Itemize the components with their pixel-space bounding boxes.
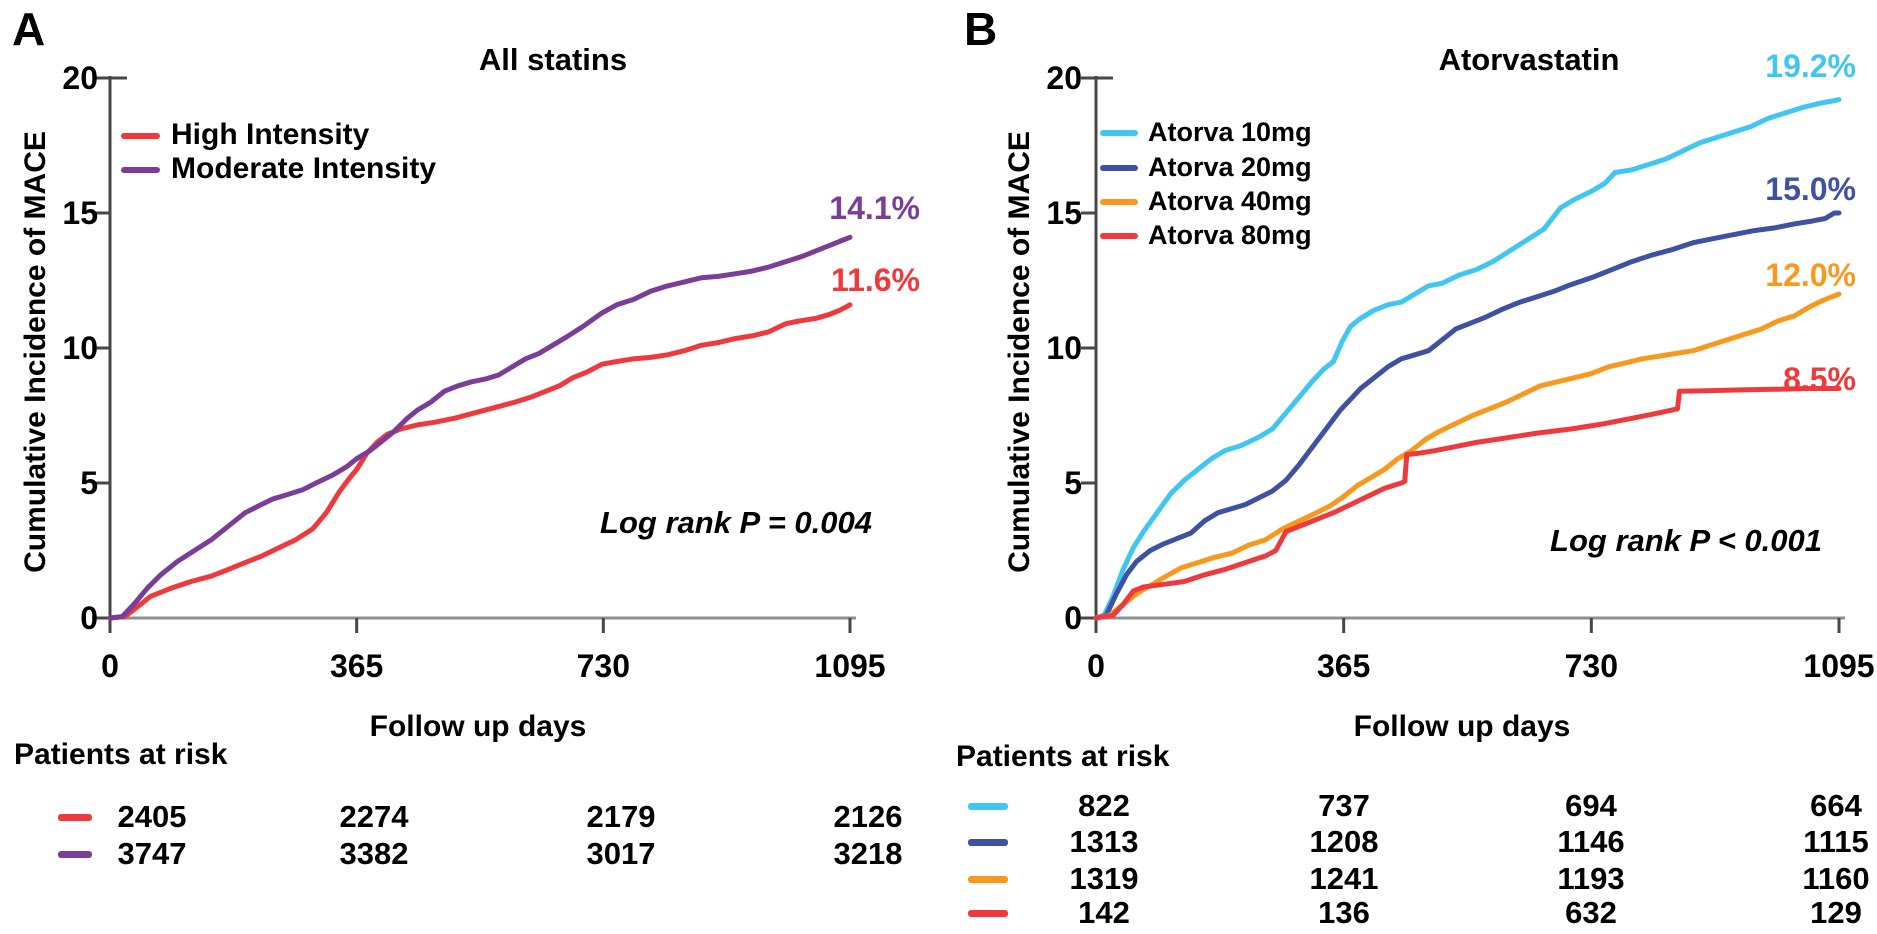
panel-b-risk-row-2-col-2: 1193 [1557,861,1625,896]
panel-a-risk-table-header: Patients at risk [14,738,228,771]
panel-a-legend-label-1: Moderate Intensity [171,152,437,185]
panel-b-legend-label-0: Atorva 10mg [1148,117,1312,147]
panel-b-risk-row-1-col-0: 1313 [1069,824,1139,859]
panel-a-y-tick-label-10: 10 [62,330,98,366]
panel-b-end-label-1: 15.0% [1765,171,1856,207]
panel-b-risk-row-2-col-3: 1160 [1802,861,1870,896]
panel-a-x-tick-label-0: 0 [101,648,119,684]
panel-a-risk-row-0-swatch [58,814,92,821]
panel-a-risk-row-1-col-2: 3017 [586,836,656,871]
panel-b-legend-swatch-2 [1100,199,1138,205]
panel-b-end-label-2: 12.0% [1765,257,1856,293]
panel-b-risk-row-0-swatch [968,803,1008,810]
panel-a-letter: A [12,3,46,55]
panel-a-end-label-0: 14.1% [829,190,920,226]
panel-b-risk-row-1-col-1: 1208 [1309,824,1379,859]
panel-b-end-label-0: 19.2% [1765,48,1856,84]
panel-a-risk-row-1-col-0: 3747 [117,836,187,871]
panel-a-legend-swatch-0 [121,133,160,139]
panel-b-risk-row-1-col-3: 1115 [1803,824,1869,859]
panel-b-log-rank-annotation: Log rank P < 0.001 [1550,523,1822,558]
panel-b-legend-label-3: Atorva 80mg [1148,220,1312,250]
panel-b-y-tick-label-15: 15 [1046,195,1082,231]
panel-b-risk-row-2-col-0: 1319 [1069,861,1139,896]
panel-a-risk-row-0-col-1: 2274 [339,799,409,834]
panel-b-risk-row-3-col-0: 142 [1078,895,1130,930]
panel-a-legend-swatch-1 [121,167,160,173]
panel-a-y-tick-label-0: 0 [80,600,98,636]
panel-b-curve-atorva-80mg [1093,386,1842,621]
panel-a-y-tick-label-5: 5 [80,465,98,501]
panel-b-curve-atorva-20mg [1093,210,1842,621]
panel-b-risk-row-3-col-3: 129 [1810,895,1862,930]
panel-b-risk-row-3-col-2: 632 [1565,895,1617,930]
panel-a-title: All statins [478,42,628,77]
panel-b-legend-swatch-3 [1100,233,1138,239]
panel-b-risk-row-3-swatch [968,910,1008,917]
panel-b-curve-atorva-40mg [1093,291,1842,621]
panel-a-risk-row-0-col-0: 2405 [117,799,187,834]
panel-b-title: Atorvastatin [1438,42,1620,77]
panel-a-curve-high-intensity [107,302,853,621]
panel-a-y-tick-label-15: 15 [62,195,98,231]
panel-b-risk-row-0-col-2: 694 [1565,788,1617,823]
panel-a-x-tick-label-365: 365 [329,648,384,684]
panel-b-risk-row-2-col-1: 1241 [1309,861,1379,896]
panel-a-x-tick-label-1095: 1095 [814,648,886,684]
panel-a-risk-row-0-col-2: 2179 [586,799,656,834]
panel-a-risk-row-1-col-1: 3382 [339,836,409,871]
panel-b-x-tick-label-0: 0 [1087,648,1105,684]
panel-b-y-tick-label-5: 5 [1064,465,1082,501]
panel-b-y-tick-label-0: 0 [1064,600,1082,636]
panel-a-legend-label-0: High Intensity [171,118,370,151]
panel-a-x-axis-label: Follow up days [369,710,587,743]
panel-b-letter: B [964,3,998,55]
panel-b-risk-row-2-swatch [968,876,1008,883]
panel-b-risk-row-3-col-1: 136 [1318,895,1370,930]
panel-b-x-tick-label-730: 730 [1564,648,1619,684]
panel-b-risk-row-0-col-0: 822 [1078,788,1130,823]
panel-a-curve-moderate-intensity [107,234,853,621]
panel-a-end-label-1: 11.6% [831,262,920,298]
panel-b-legend-label-1: Atorva 20mg [1148,152,1312,182]
panel-b-risk-table-header: Patients at risk [956,740,1170,773]
panel-b-x-tick-label-365: 365 [1316,648,1371,684]
panel-b-y-tick-label-10: 10 [1046,330,1082,366]
panel-b-risk-row-1-col-2: 1146 [1557,824,1625,859]
panel-b-x-tick-label-1095: 1095 [1803,648,1875,684]
panel-b-y-tick-label-20: 20 [1046,60,1082,96]
panel-b-risk-row-1-swatch [968,839,1008,846]
panel-b-legend-label-2: Atorva 40mg [1148,186,1312,216]
panel-b-risk-row-0-col-1: 737 [1318,788,1370,823]
panel-b-end-label-3: 8.5% [1783,361,1856,397]
panel-a-risk-row-1-col-3: 3218 [833,836,903,871]
panel-a-y-tick-label-20: 20 [62,60,98,96]
panel-b-x-axis-label: Follow up days [1353,710,1571,743]
panel-a-risk-row-1-swatch [58,851,92,858]
panel-b-legend-swatch-1 [1100,165,1138,171]
panel-b-curve-atorva-10mg [1093,97,1842,621]
panel-b-risk-row-0-col-3: 664 [1810,788,1862,823]
panel-b-legend-swatch-0 [1100,130,1138,136]
panel-a-risk-row-0-col-3: 2126 [833,799,903,834]
panel-a-log-rank-annotation: Log rank P = 0.004 [600,505,872,540]
panel-a-x-tick-label-730: 730 [576,648,631,684]
